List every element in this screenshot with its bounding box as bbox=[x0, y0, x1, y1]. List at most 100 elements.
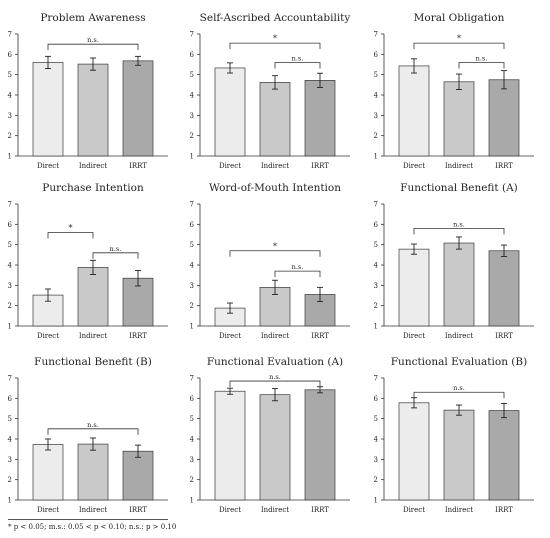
chart-panel-5: Word-of-Mouth Intention 1 2 3 4 5 6 7 Direct Indi… bbox=[190, 182, 350, 340]
bar-irrt bbox=[488, 410, 520, 501]
y-tick-label: 6 bbox=[374, 395, 379, 403]
bar-indirect bbox=[443, 81, 475, 157]
chart-panel-4: Purchase Intention 1 2 3 4 5 6 7 Direct Indirect I… bbox=[8, 182, 168, 340]
bar-irrt bbox=[304, 389, 336, 501]
y-tick-label: 6 bbox=[8, 51, 13, 59]
category-label: Indirect bbox=[445, 332, 473, 340]
bar-indirect bbox=[259, 394, 291, 501]
significance-bracket bbox=[413, 391, 505, 399]
y-tick-label: 2 bbox=[190, 302, 194, 310]
category-label: Indirect bbox=[261, 332, 289, 340]
category-label: Direct bbox=[403, 332, 425, 340]
y-tick-label: 7 bbox=[190, 31, 194, 39]
significance-label: * bbox=[273, 34, 277, 43]
chart-title: Purchase Intention bbox=[42, 182, 144, 194]
chart-title: Functional Evaluation (B) bbox=[391, 356, 527, 368]
category-label: Direct bbox=[219, 506, 241, 514]
significance-bracket bbox=[92, 252, 139, 259]
y-tick-label: 3 bbox=[374, 456, 378, 464]
y-tick-label: 2 bbox=[190, 132, 194, 140]
bar-direct bbox=[398, 402, 430, 501]
significance-bracket bbox=[47, 43, 139, 51]
y-tick-label: 6 bbox=[8, 395, 13, 403]
significance-label: n.s. bbox=[87, 421, 99, 429]
bar-direct bbox=[398, 65, 430, 157]
y-tick-label: 1 bbox=[8, 323, 12, 331]
category-label: Indirect bbox=[445, 506, 473, 514]
chart-title: Functional Benefit (B) bbox=[34, 356, 152, 368]
y-tick-label: 7 bbox=[190, 375, 194, 383]
y-tick-label: 7 bbox=[374, 201, 378, 209]
significance-bracket bbox=[413, 42, 505, 50]
significance-bracket bbox=[47, 428, 139, 435]
y-tick-label: 1 bbox=[374, 153, 378, 161]
category-label: IRRT bbox=[495, 506, 513, 514]
y-tick-label: 5 bbox=[374, 415, 378, 423]
category-label: Direct bbox=[403, 162, 425, 170]
y-tick-label: 3 bbox=[8, 456, 12, 464]
category-label: Direct bbox=[37, 332, 59, 340]
y-tick-label: 7 bbox=[8, 31, 12, 39]
y-tick-label: 2 bbox=[190, 476, 194, 484]
category-label: IRRT bbox=[129, 162, 147, 170]
bar-indirect bbox=[77, 63, 109, 157]
significance-bracket bbox=[229, 250, 321, 257]
category-label: IRRT bbox=[495, 332, 513, 340]
significance-bracket bbox=[413, 228, 505, 235]
y-tick-label: 7 bbox=[8, 201, 12, 209]
significance-label: n.s. bbox=[292, 263, 304, 271]
bar-direct bbox=[32, 62, 64, 157]
significance-bracket bbox=[47, 232, 94, 239]
y-tick-label: 3 bbox=[8, 112, 12, 120]
y-tick-label: 5 bbox=[8, 415, 12, 423]
bar-direct bbox=[214, 67, 246, 157]
chart-title: Functional Evaluation (A) bbox=[207, 356, 343, 368]
y-tick-label: 3 bbox=[190, 112, 194, 120]
category-label: IRRT bbox=[311, 506, 329, 514]
category-label: Direct bbox=[37, 162, 59, 170]
bar-irrt bbox=[122, 450, 154, 501]
bar-irrt bbox=[122, 60, 154, 157]
y-tick-label: 2 bbox=[8, 132, 12, 140]
y-tick-label: 3 bbox=[190, 282, 194, 290]
y-tick-label: 6 bbox=[190, 221, 195, 229]
category-label: IRRT bbox=[311, 162, 329, 170]
significance-label: n.s. bbox=[476, 54, 488, 62]
category-label: Direct bbox=[219, 332, 241, 340]
significance-label: n.s. bbox=[269, 373, 281, 381]
significance-bracket bbox=[458, 62, 505, 69]
y-tick-label: 1 bbox=[190, 497, 194, 505]
category-label: IRRT bbox=[129, 332, 147, 340]
y-tick-label: 3 bbox=[190, 456, 194, 464]
y-tick-label: 1 bbox=[190, 323, 194, 331]
y-tick-label: 5 bbox=[190, 241, 194, 249]
chart-panel-3: Moral Obligation 1 2 3 4 5 6 7 Direct Indirect IRR… bbox=[374, 12, 534, 170]
y-tick-label: 4 bbox=[8, 436, 13, 444]
significance-bracket bbox=[229, 380, 321, 388]
y-tick-label: 6 bbox=[190, 51, 195, 59]
y-tick-label: 4 bbox=[374, 262, 379, 270]
footnote-divider bbox=[8, 519, 168, 520]
bar-direct bbox=[32, 444, 64, 501]
y-tick-label: 2 bbox=[374, 476, 378, 484]
y-tick-label: 5 bbox=[8, 241, 12, 249]
significance-label: n.s. bbox=[453, 220, 465, 228]
category-label: Indirect bbox=[79, 162, 107, 170]
bar-indirect bbox=[443, 242, 475, 327]
significance-label: n.s. bbox=[292, 54, 304, 62]
y-tick-label: 4 bbox=[190, 436, 195, 444]
category-label: Indirect bbox=[261, 506, 289, 514]
bar-indirect bbox=[77, 443, 109, 501]
y-tick-label: 4 bbox=[8, 262, 13, 270]
significance-label: n.s. bbox=[87, 36, 99, 44]
y-tick-label: 7 bbox=[374, 375, 378, 383]
significance-bracket bbox=[229, 42, 321, 50]
bar-indirect bbox=[259, 82, 291, 157]
y-tick-label: 6 bbox=[374, 221, 379, 229]
y-tick-label: 5 bbox=[374, 241, 378, 249]
category-label: Indirect bbox=[79, 332, 107, 340]
y-tick-label: 1 bbox=[374, 497, 378, 505]
y-tick-label: 5 bbox=[190, 71, 194, 79]
y-tick-label: 4 bbox=[374, 436, 379, 444]
